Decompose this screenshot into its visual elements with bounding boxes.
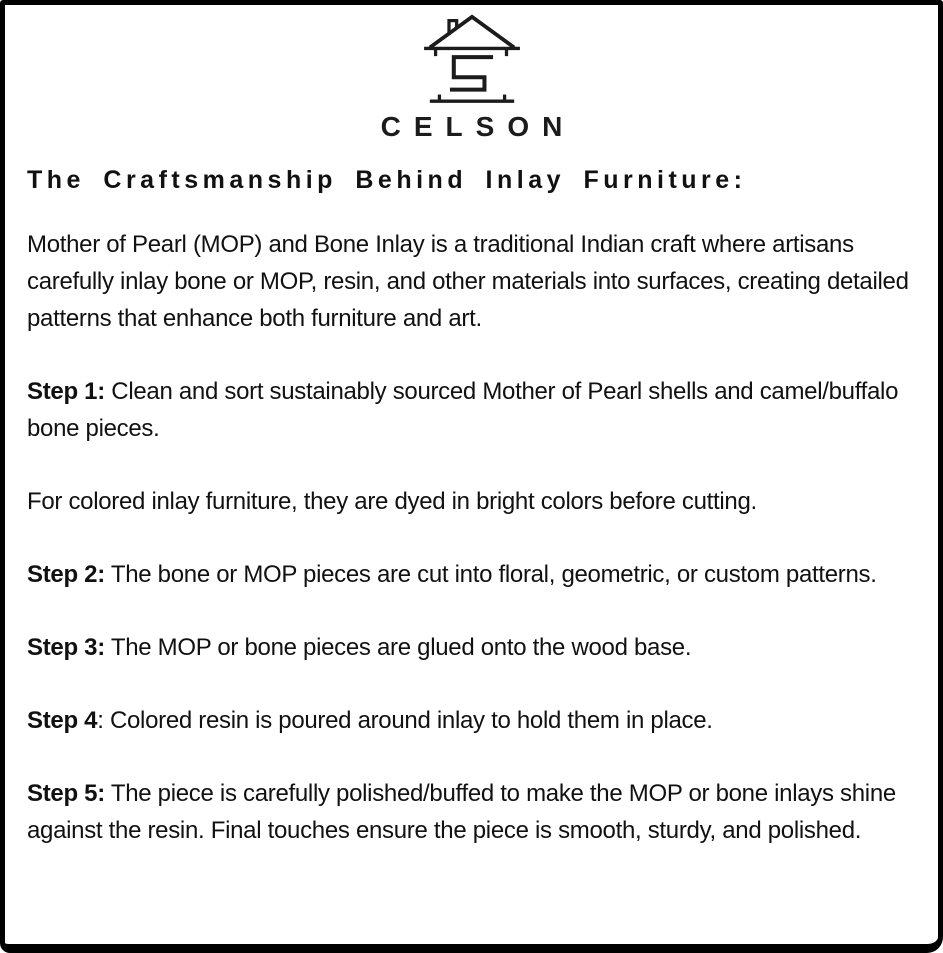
logo-container xyxy=(27,13,916,105)
step-5-paragraph: Step 5: The piece is carefully polished/… xyxy=(27,775,916,849)
brand-name: CELSON xyxy=(380,111,576,142)
page-title: The Craftsmanship Behind Inlay Furniture… xyxy=(27,166,747,194)
step-1-paragraph: Step 1: Clean and sort sustainably sourc… xyxy=(27,373,916,447)
step-4-paragraph: Step 4: Colored resin is poured around i… xyxy=(27,702,916,739)
paragraph-text: Clean and sort sustainably sourced Mothe… xyxy=(27,378,899,442)
step-2-paragraph: Step 2: The bone or MOP pieces are cut i… xyxy=(27,556,916,593)
step-3-paragraph: Step 3: The MOP or bone pieces are glued… xyxy=(27,629,916,666)
celson-house-logo-icon xyxy=(423,14,520,103)
paragraph-text: For colored inlay furniture, they are dy… xyxy=(27,488,757,515)
paragraph-text: Mother of Pearl (MOP) and Bone Inlay is … xyxy=(27,231,909,332)
step-label: Step 5: xyxy=(27,780,105,807)
colored-inlay-note-paragraph: For colored inlay furniture, they are dy… xyxy=(27,483,916,520)
body-copy: Mother of Pearl (MOP) and Bone Inlay is … xyxy=(27,226,916,849)
paragraph-text: The bone or MOP pieces are cut into flor… xyxy=(104,561,877,588)
paragraph-text: : Colored resin is poured around inlay t… xyxy=(97,707,713,734)
step-label: Step 3: xyxy=(27,634,105,661)
step-label: Step 1: xyxy=(27,378,105,405)
step-label: Step 2: xyxy=(27,561,105,588)
paragraph-text: The piece is carefully polished/buffed t… xyxy=(27,780,896,844)
paragraph-text: The MOP or bone pieces are glued onto th… xyxy=(104,634,692,661)
step-label: Step 4 xyxy=(27,707,98,734)
intro-paragraph: Mother of Pearl (MOP) and Bone Inlay is … xyxy=(27,226,916,337)
